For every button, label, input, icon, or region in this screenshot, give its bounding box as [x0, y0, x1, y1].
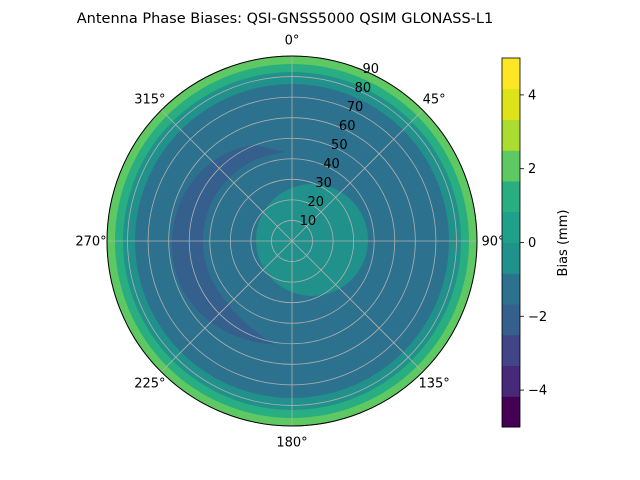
radial-tick-label: 40 — [323, 157, 340, 172]
colorbar-tick-label: 2 — [528, 162, 536, 177]
colorbar-tick-label: 4 — [528, 88, 536, 103]
radial-tick-label: 50 — [331, 138, 348, 153]
angular-tick-label: 135° — [418, 377, 449, 392]
colorbar-cell — [502, 119, 520, 151]
chart-title: Antenna Phase Biases: QSI-GNSS5000 QSIM … — [77, 11, 493, 27]
radial-tick-label: 10 — [300, 214, 317, 229]
angular-tick-label: 180° — [276, 436, 307, 451]
colorbar-cell — [502, 365, 520, 397]
colorbar-tick-label: −4 — [528, 384, 547, 399]
radial-tick-label: 80 — [355, 81, 372, 96]
colorbar-cell — [502, 58, 520, 90]
colorbar-cell — [502, 334, 520, 366]
radial-tick-label: 70 — [347, 100, 364, 115]
colorbar-cell — [502, 273, 520, 305]
angular-tick-label: 225° — [134, 377, 165, 392]
polar-plot-area: 0° 45° 90° 135° 180° 225° 270° 315° 10 20 30 40 50 6… — [75, 34, 504, 451]
grid-spoke-45 — [291, 109, 424, 242]
polar-grid — [106, 55, 478, 427]
radial-tick-label: 30 — [315, 176, 332, 191]
colorbar-cell — [502, 181, 520, 213]
angular-tick-label: 90° — [481, 235, 504, 250]
colorbar-cell — [502, 150, 520, 182]
angular-tick-label: 315° — [134, 92, 165, 107]
angular-tick-labels: 0° 45° 90° 135° 180° 225° 270° 315° — [75, 34, 504, 451]
radial-tick-label: 20 — [307, 195, 324, 210]
angular-tick-label: 45° — [423, 92, 446, 107]
polar-frame — [106, 55, 478, 427]
colorbar-label: Bias (mm) — [556, 210, 571, 277]
grid-spoke-315 — [160, 109, 293, 242]
colorbar-cells — [502, 58, 520, 428]
colorbar: −4 −2 0 2 4 Bias (mm) — [501, 57, 571, 428]
grid-spoke-135 — [291, 240, 424, 373]
contour-band-core — [256, 184, 368, 296]
colorbar-cell — [502, 304, 520, 336]
radial-tick-label: 90 — [363, 62, 380, 77]
colorbar-cell — [502, 242, 520, 274]
colorbar-cell — [502, 396, 520, 428]
colorbar-tick-label: −2 — [528, 310, 547, 325]
angular-tick-label: 270° — [75, 235, 106, 250]
angular-tick-label: 0° — [285, 34, 300, 49]
colorbar-cell — [502, 88, 520, 120]
colorbar-ticks: −4 −2 0 2 4 — [520, 88, 547, 399]
colorbar-cell — [502, 211, 520, 243]
colorbar-tick-label: 0 — [528, 236, 536, 251]
radial-tick-labels: 10 20 30 40 50 60 70 80 90 — [300, 62, 379, 229]
grid-spoke-225 — [160, 240, 293, 373]
radial-tick-label: 60 — [339, 119, 356, 134]
